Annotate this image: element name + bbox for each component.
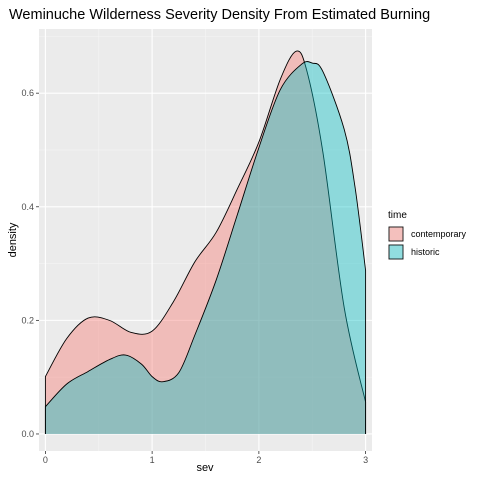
y-axis-title: density [7,222,19,257]
x-tick-label: 0 [43,455,48,465]
x-tick-label: 2 [256,455,261,465]
contemporary-density-line [44,50,367,434]
minor-gridlines [39,29,372,451]
x-tick-labels: 0 1 2 3 [43,455,368,465]
legend: time contemporary historic [388,210,467,260]
legend-key-background [388,226,404,242]
y-tick-labels: 0.0 0.2 0.4 0.6 [21,88,34,439]
legend-key-historic [388,244,404,260]
x-axis-title: sev [196,462,214,474]
x-tick-label: 3 [363,455,368,465]
y-tick-label: 0.6 [21,88,34,98]
legend-key-contemporary [388,226,404,242]
chart-title: Weminuche Wilderness Severity Density Fr… [9,7,430,23]
historic-density-area [45,61,366,434]
x-tick-label: 1 [150,455,155,465]
axis-ticks [36,92,366,454]
legend-label-historic: historic [411,247,440,257]
contemporary-density-area [45,50,366,434]
y-tick-label: 0.0 [21,429,34,439]
historic-density-line [44,61,367,434]
legend-key-background [388,244,404,260]
legend-title: time [388,210,407,221]
density-areas [44,50,367,434]
legend-label-contemporary: contemporary [411,229,467,239]
y-tick-label: 0.4 [21,202,34,212]
y-tick-label: 0.2 [21,315,34,325]
